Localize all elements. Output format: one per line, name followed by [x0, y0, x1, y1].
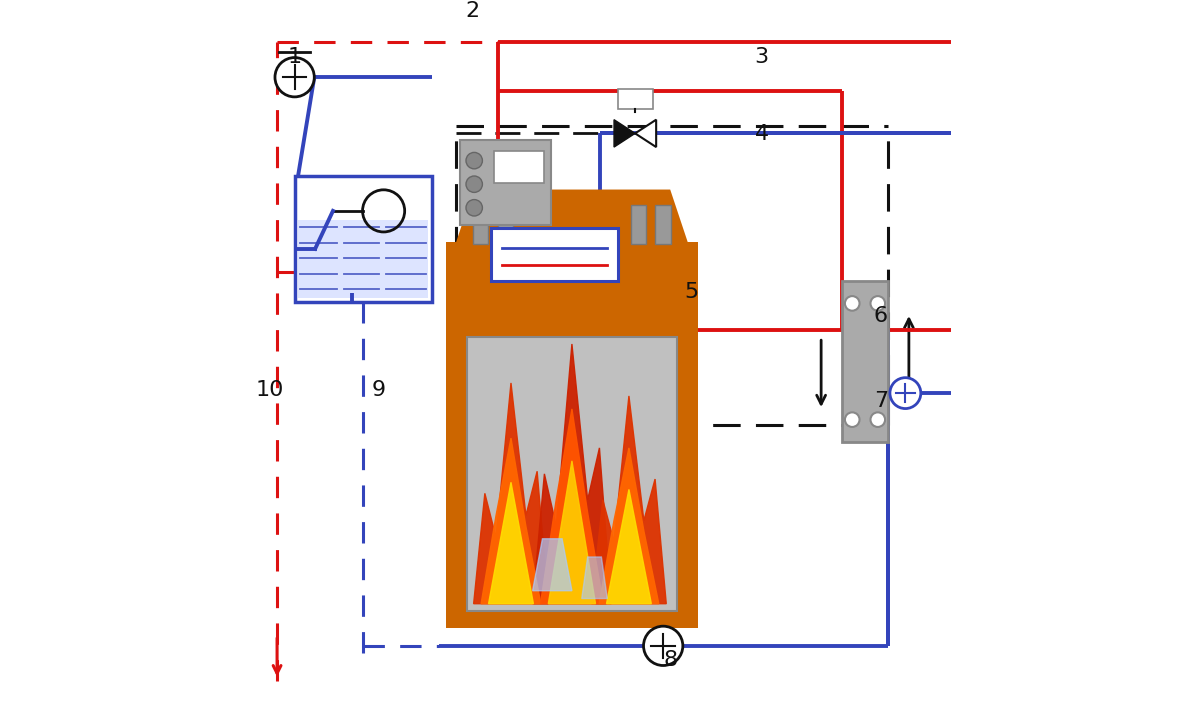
Polygon shape — [533, 539, 572, 591]
Polygon shape — [635, 119, 656, 147]
Text: 1: 1 — [288, 47, 301, 67]
Text: 3: 3 — [755, 47, 768, 67]
Circle shape — [643, 626, 683, 665]
Text: 5: 5 — [684, 282, 698, 302]
Bar — [655, 205, 671, 244]
Polygon shape — [599, 448, 659, 604]
Bar — [491, 228, 618, 281]
Bar — [298, 220, 428, 298]
Text: 9: 9 — [372, 380, 386, 400]
Circle shape — [275, 58, 314, 97]
Bar — [295, 176, 432, 302]
Text: 10: 10 — [256, 380, 284, 400]
Polygon shape — [540, 409, 604, 604]
Bar — [842, 281, 888, 442]
Bar — [460, 140, 551, 225]
Polygon shape — [592, 396, 666, 604]
Circle shape — [845, 412, 859, 427]
Bar — [473, 205, 488, 244]
Circle shape — [870, 296, 886, 311]
Circle shape — [845, 296, 859, 311]
Polygon shape — [445, 242, 698, 628]
Bar — [498, 205, 512, 244]
Text: 8: 8 — [664, 651, 677, 670]
Polygon shape — [533, 344, 611, 604]
Polygon shape — [481, 438, 541, 604]
Circle shape — [466, 152, 482, 168]
Text: 2: 2 — [466, 1, 479, 21]
Polygon shape — [474, 383, 548, 604]
Polygon shape — [614, 119, 635, 147]
Circle shape — [870, 412, 886, 427]
Text: 4: 4 — [755, 124, 768, 144]
Text: 6: 6 — [874, 307, 888, 326]
Circle shape — [466, 176, 482, 192]
Polygon shape — [606, 489, 652, 604]
Polygon shape — [456, 190, 688, 242]
Polygon shape — [488, 482, 533, 604]
Circle shape — [466, 199, 482, 216]
Bar — [618, 89, 653, 109]
Polygon shape — [582, 557, 607, 599]
Bar — [631, 205, 647, 244]
Text: 7: 7 — [874, 391, 888, 411]
Bar — [467, 337, 677, 611]
Polygon shape — [548, 461, 595, 604]
Bar — [494, 150, 545, 183]
Circle shape — [890, 378, 920, 409]
